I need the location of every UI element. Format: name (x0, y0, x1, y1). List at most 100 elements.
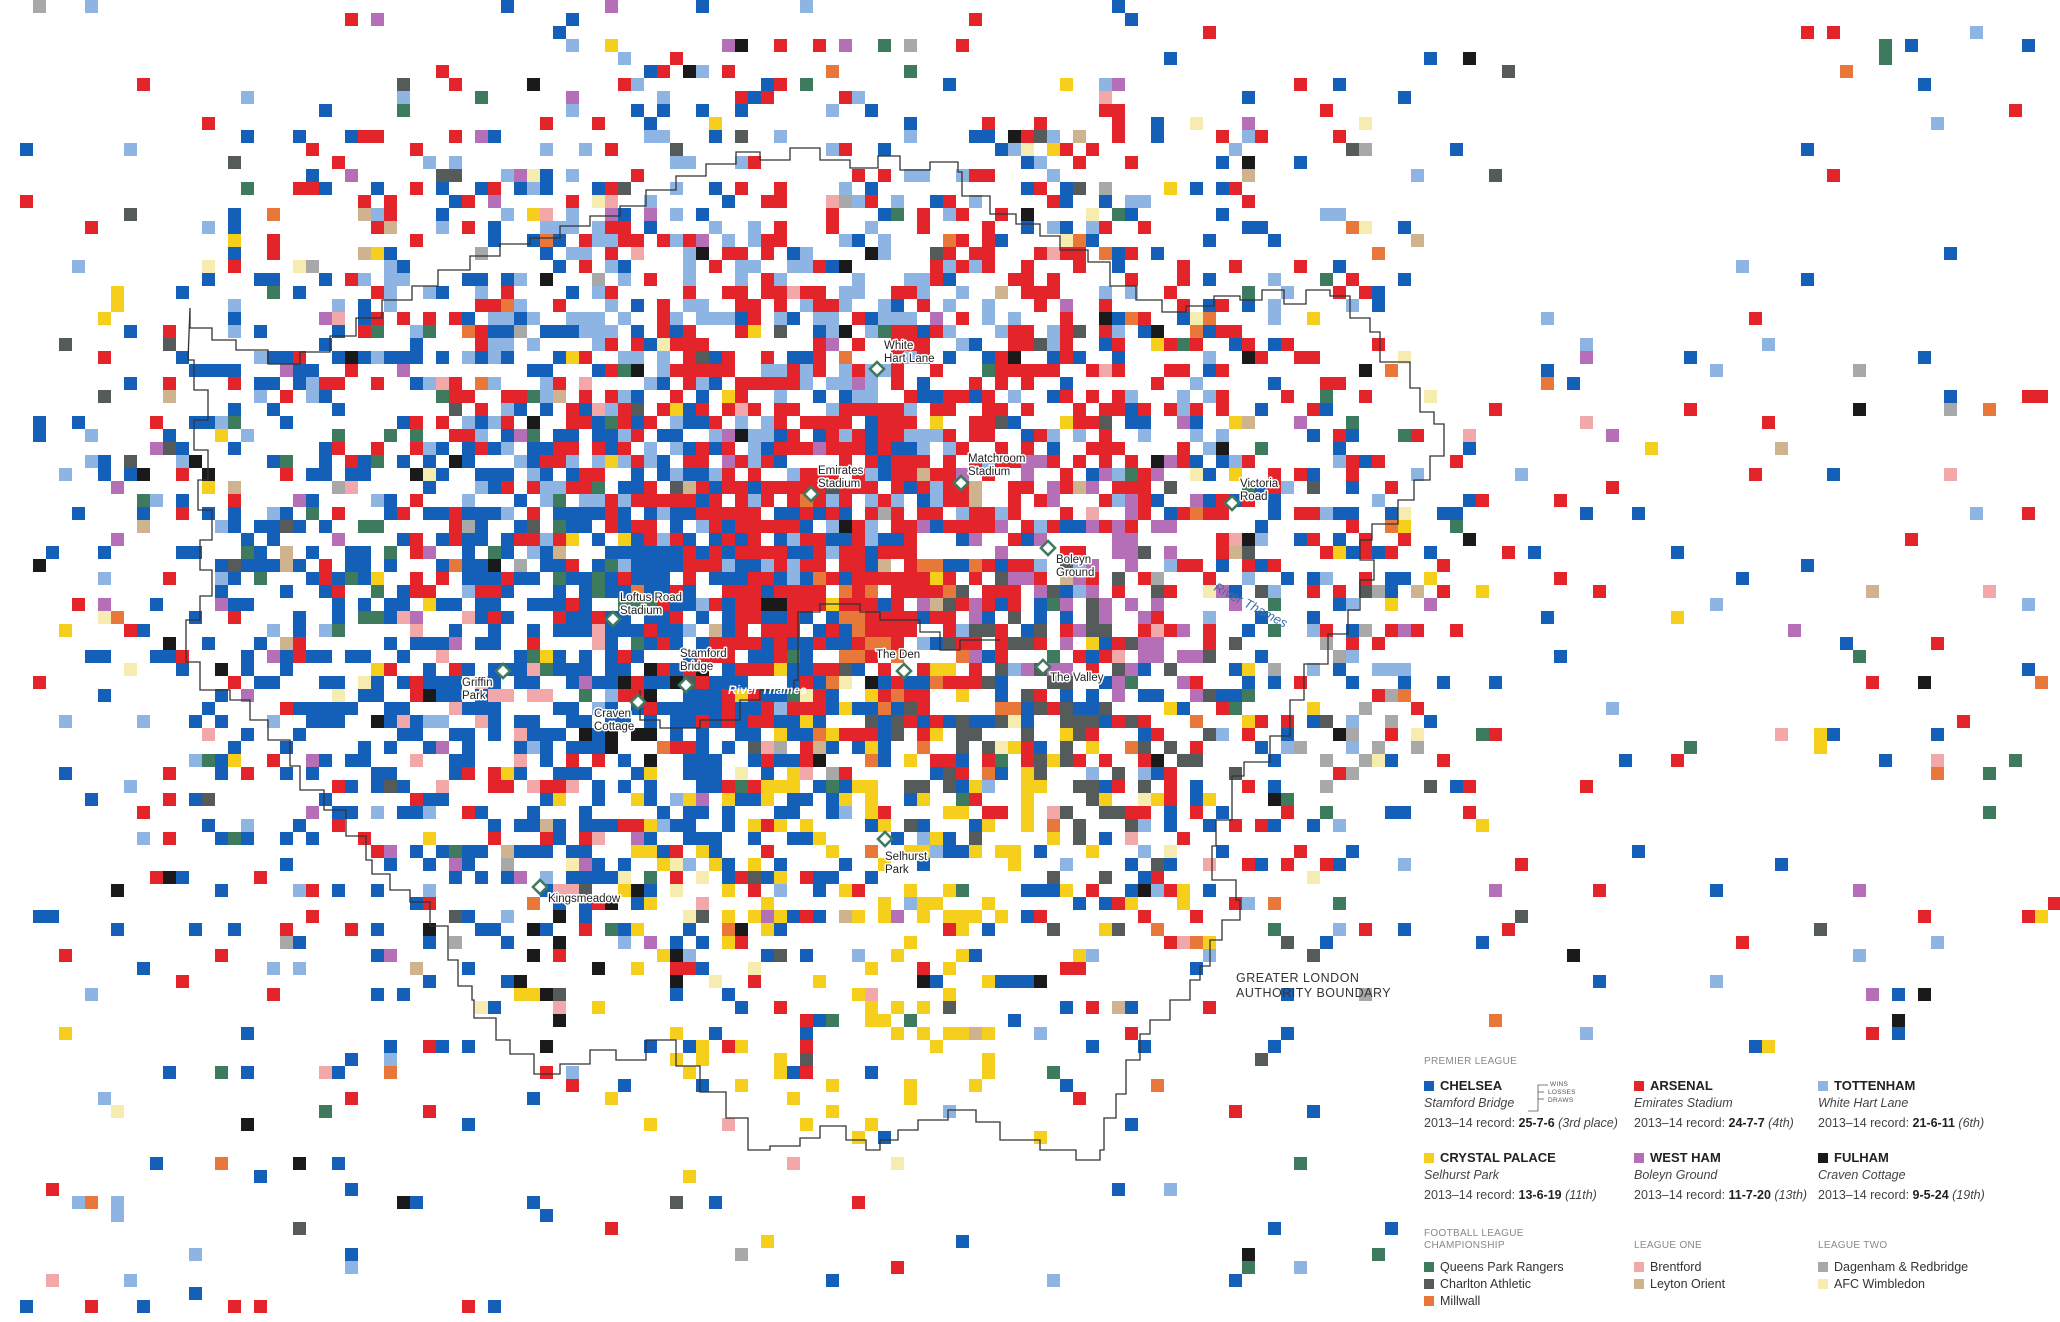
fan-cell (670, 468, 683, 481)
fan-cell (865, 624, 878, 637)
fan-cell (852, 429, 865, 442)
fan-cell (1203, 26, 1216, 39)
fan-cell (865, 715, 878, 728)
fan-cell (475, 247, 488, 260)
fan-cell (345, 130, 358, 143)
fan-cell (995, 975, 1008, 988)
fan-cell (1151, 117, 1164, 130)
fan-cell (618, 273, 631, 286)
fan-cell (683, 260, 696, 273)
fan-cell (917, 715, 930, 728)
fan-cell (722, 364, 735, 377)
fan-cell (657, 403, 670, 416)
fan-cell (761, 78, 774, 91)
fan-cell (1034, 299, 1047, 312)
fan-cell (722, 481, 735, 494)
fan-cell (852, 390, 865, 403)
fan-cell (1320, 858, 1333, 871)
fan-cell (332, 481, 345, 494)
fan-cell (1047, 286, 1060, 299)
fan-cell (1047, 351, 1060, 364)
fan-cell (1138, 611, 1151, 624)
fan-cell (397, 78, 410, 91)
fan-cell (813, 715, 826, 728)
fan-cell (774, 312, 787, 325)
fan-cell (540, 663, 553, 676)
fan-cell (748, 858, 761, 871)
fan-cell (514, 182, 527, 195)
fan-cell (748, 611, 761, 624)
fan-cell (930, 403, 943, 416)
fan-cell (995, 286, 1008, 299)
fan-cell (1515, 468, 1528, 481)
fan-cell (1203, 468, 1216, 481)
fan-cell (761, 949, 774, 962)
fan-cell (1047, 1066, 1060, 1079)
fan-cell (1229, 468, 1242, 481)
fan-cell (1216, 403, 1229, 416)
fan-cell (1021, 156, 1034, 169)
fan-cell (1073, 754, 1086, 767)
fan-cell (644, 221, 657, 234)
fan-cell (787, 663, 800, 676)
fan-cell (592, 1001, 605, 1014)
fan-cell (319, 702, 332, 715)
fan-cell (1099, 416, 1112, 429)
fan-cell (475, 351, 488, 364)
fan-cell (1021, 182, 1034, 195)
fan-cell (956, 741, 969, 754)
fan-cell (358, 676, 371, 689)
fan-cell (72, 1196, 85, 1209)
legend-fulham: FULHAM Craven Cottage 2013–14 record: 9-… (1818, 1150, 2018, 1202)
fan-cell (566, 845, 579, 858)
fan-cell (735, 546, 748, 559)
fan-cell (1021, 910, 1034, 923)
fan-cell (1307, 572, 1320, 585)
fan-cell (982, 819, 995, 832)
fan-cell (683, 325, 696, 338)
fan-cell (540, 819, 553, 832)
fan-cell (332, 1066, 345, 1079)
fan-cell (1216, 728, 1229, 741)
fan-cell (1203, 572, 1216, 585)
fan-cell (1112, 325, 1125, 338)
fan-cell (1229, 598, 1242, 611)
fan-cell (904, 481, 917, 494)
fan-cell (1268, 273, 1281, 286)
fan-cell (774, 572, 787, 585)
fan-cell (579, 611, 592, 624)
fan-cell (800, 832, 813, 845)
fan-cell (956, 715, 969, 728)
fan-cell (1411, 429, 1424, 442)
fan-cell (735, 585, 748, 598)
fan-cell (98, 1092, 111, 1105)
fan-cell (176, 871, 189, 884)
fan-cell (1801, 559, 1814, 572)
fan-cell (631, 338, 644, 351)
fan-cell (774, 754, 787, 767)
club-record: 2013–14 record: 25-7-6 (3rd place) (1424, 1116, 1618, 1130)
fan-cell (618, 572, 631, 585)
fan-cell (345, 455, 358, 468)
fan-cell (800, 468, 813, 481)
fan-cell (1073, 1092, 1086, 1105)
fan-cell (358, 559, 371, 572)
fan-cell (345, 546, 358, 559)
fan-cell (1177, 676, 1190, 689)
fan-cell (813, 871, 826, 884)
fan-cell (826, 338, 839, 351)
fan-cell (1424, 546, 1437, 559)
fan-cell (878, 897, 891, 910)
fan-cell (358, 754, 371, 767)
fan-cell (917, 520, 930, 533)
fan-cell (982, 468, 995, 481)
fan-cell (1268, 494, 1281, 507)
fan-cell (761, 754, 774, 767)
fan-cell (1528, 546, 1541, 559)
fan-cell (241, 689, 254, 702)
fan-cell (774, 858, 787, 871)
fan-cell (644, 598, 657, 611)
fan-cell (1138, 910, 1151, 923)
fan-cell (839, 702, 852, 715)
fan-cell (1060, 247, 1073, 260)
